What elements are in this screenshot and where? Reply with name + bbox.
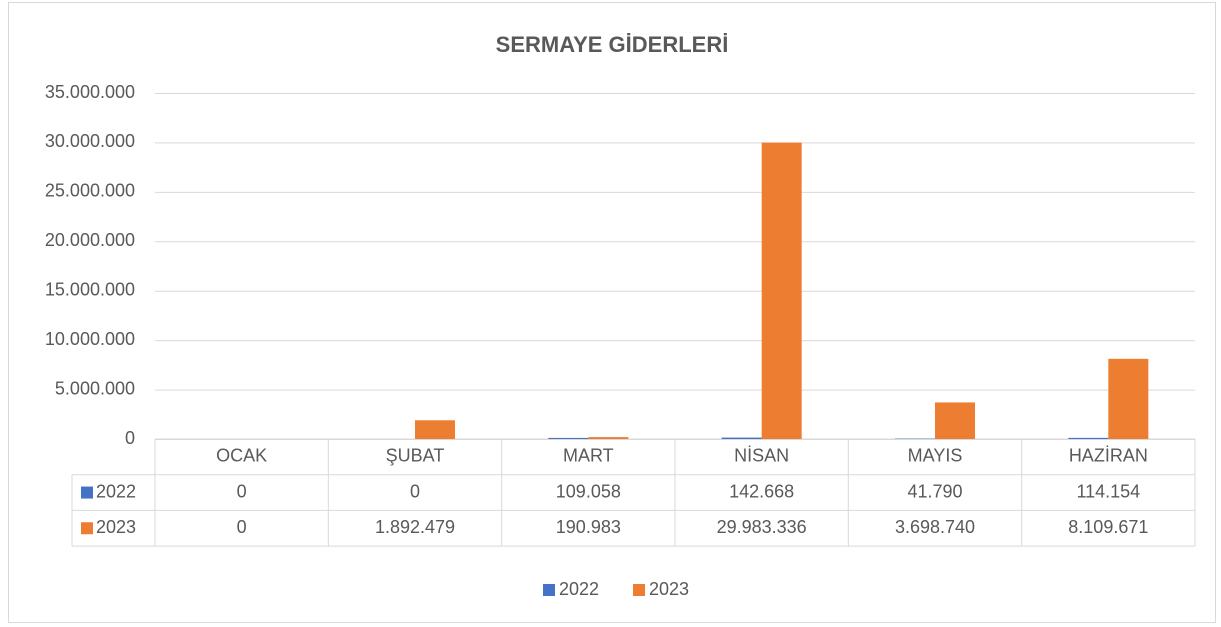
table-legend-key	[81, 522, 93, 535]
chart-title: SERMAYE GİDERLERİ	[496, 32, 729, 57]
y-tick-label: 15.000.000	[45, 279, 135, 299]
table-legend-key	[81, 486, 93, 499]
table-value: 109.058	[556, 481, 621, 501]
bar	[548, 437, 589, 439]
y-tick-label: 30.000.000	[45, 131, 135, 151]
table-value: 41.790	[907, 481, 962, 501]
bar	[935, 402, 975, 439]
legend-key	[633, 584, 645, 596]
table-row-label: 2022	[96, 481, 136, 501]
x-tick-label: NİSAN	[734, 446, 789, 466]
bar	[1108, 358, 1149, 439]
table-value: 29.983.336	[717, 517, 807, 537]
x-tick-label: ŞUBAT	[386, 446, 445, 466]
bar	[1068, 437, 1109, 439]
table-value: 0	[410, 481, 420, 501]
x-tick-label: HAZİRAN	[1069, 446, 1148, 466]
x-tick-label: MART	[563, 446, 614, 466]
table-value: 8.109.671	[1068, 517, 1148, 537]
table-value: 114.154	[1076, 481, 1140, 501]
y-tick-label: 20.000.000	[45, 230, 135, 250]
y-tick-label: 35.000.000	[45, 82, 135, 102]
x-tick-label: MAYIS	[908, 446, 963, 466]
y-tick-label: 5.000.000	[55, 378, 135, 398]
y-tick-label: 10.000.000	[45, 329, 135, 349]
table-value: 1.892.479	[375, 517, 455, 537]
table-value: 3.698.740	[895, 517, 975, 537]
legend-label: 2022	[559, 579, 599, 599]
legend-key	[543, 584, 555, 596]
table-value: 190.983	[556, 517, 621, 537]
x-tick-label: OCAK	[216, 446, 267, 466]
y-tick-label: 0	[125, 428, 135, 448]
bar	[588, 437, 629, 439]
table-value: 0	[237, 481, 247, 501]
table-value: 0	[237, 517, 247, 537]
bar	[721, 437, 762, 439]
y-tick-label: 25.000.000	[45, 181, 135, 201]
table-value: 142.668	[729, 481, 794, 501]
table-row-label: 2023	[96, 517, 136, 537]
bar	[761, 142, 802, 439]
bar	[415, 420, 455, 439]
chart-border	[8, 2, 1216, 623]
legend-label: 2023	[649, 579, 689, 599]
